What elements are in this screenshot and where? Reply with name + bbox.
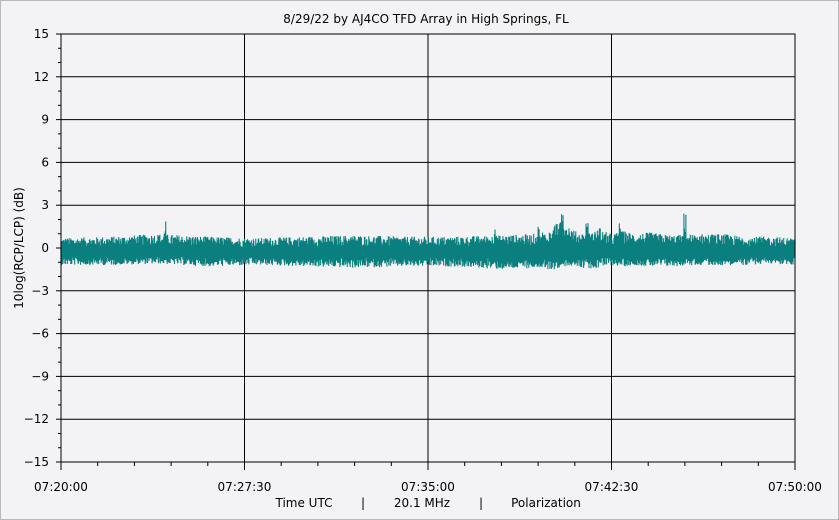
y-tick-label: −15	[24, 455, 49, 469]
y-tick-label: 15	[34, 27, 49, 41]
x-label-time: Time UTC	[275, 496, 333, 510]
y-tick-label: −3	[31, 284, 49, 298]
x-label-separator: |	[479, 496, 483, 510]
y-axis-label: 10log(RCP/LCP) (dB)	[12, 187, 26, 309]
y-tick-label: 12	[34, 70, 49, 84]
y-axis: 15 12 9 6 3 0 −3 −6 −9 −12 −15	[24, 27, 61, 469]
x-axis-label: Time UTC | 20.1 MHz | Polarization	[275, 496, 581, 510]
chart-title: 8/29/22 by AJ4CO TFD Array in High Sprin…	[283, 12, 569, 26]
x-label-separator: |	[361, 496, 365, 510]
y-tick-label: 0	[41, 241, 49, 255]
y-tick-label: −6	[31, 327, 49, 341]
x-tick-label: 07:50:00	[768, 480, 822, 494]
y-tick-label: 3	[41, 198, 49, 212]
x-tick-label: 07:20:00	[34, 480, 88, 494]
x-label-frequency: 20.1 MHz	[394, 496, 450, 510]
x-tick-label: 07:35:00	[401, 480, 455, 494]
x-tick-label: 07:27:30	[218, 480, 272, 494]
y-tick-label: 9	[41, 113, 49, 127]
x-axis: 07:20:00 07:27:30 07:35:00 07:42:30 07:50:00	[34, 462, 822, 494]
x-tick-label: 07:42:30	[585, 480, 639, 494]
y-tick-label: −12	[24, 412, 49, 426]
y-tick-label: 6	[41, 155, 49, 169]
y-tick-label: −9	[31, 369, 49, 383]
x-label-mode: Polarization	[511, 496, 581, 510]
